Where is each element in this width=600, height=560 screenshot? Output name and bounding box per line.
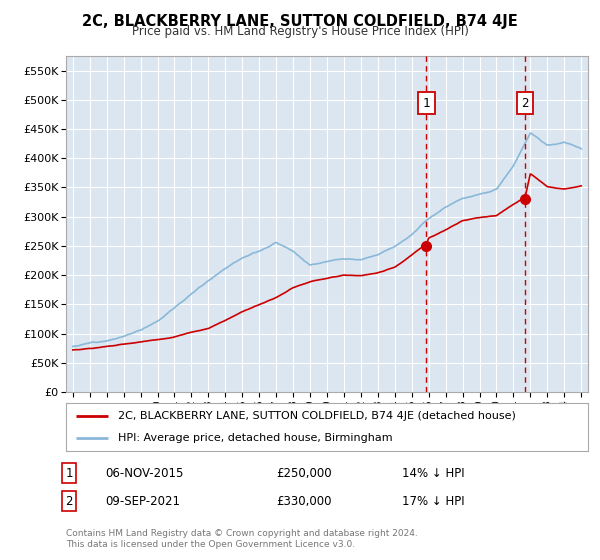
Text: Contains HM Land Registry data © Crown copyright and database right 2024.
This d: Contains HM Land Registry data © Crown c… xyxy=(66,529,418,549)
Text: 2: 2 xyxy=(65,494,73,508)
Text: 06-NOV-2015: 06-NOV-2015 xyxy=(105,466,184,480)
Text: 17% ↓ HPI: 17% ↓ HPI xyxy=(402,494,464,508)
Text: 1: 1 xyxy=(65,466,73,480)
Text: Price paid vs. HM Land Registry's House Price Index (HPI): Price paid vs. HM Land Registry's House … xyxy=(131,25,469,38)
Text: £330,000: £330,000 xyxy=(276,494,331,508)
Text: 14% ↓ HPI: 14% ↓ HPI xyxy=(402,466,464,480)
Text: £250,000: £250,000 xyxy=(276,466,332,480)
Text: HPI: Average price, detached house, Birmingham: HPI: Average price, detached house, Birm… xyxy=(118,433,393,443)
Text: 2C, BLACKBERRY LANE, SUTTON COLDFIELD, B74 4JE (detached house): 2C, BLACKBERRY LANE, SUTTON COLDFIELD, B… xyxy=(118,411,516,421)
Text: 2: 2 xyxy=(521,96,529,110)
Text: 1: 1 xyxy=(423,96,430,110)
Text: 09-SEP-2021: 09-SEP-2021 xyxy=(105,494,180,508)
Text: 2C, BLACKBERRY LANE, SUTTON COLDFIELD, B74 4JE: 2C, BLACKBERRY LANE, SUTTON COLDFIELD, B… xyxy=(82,14,518,29)
